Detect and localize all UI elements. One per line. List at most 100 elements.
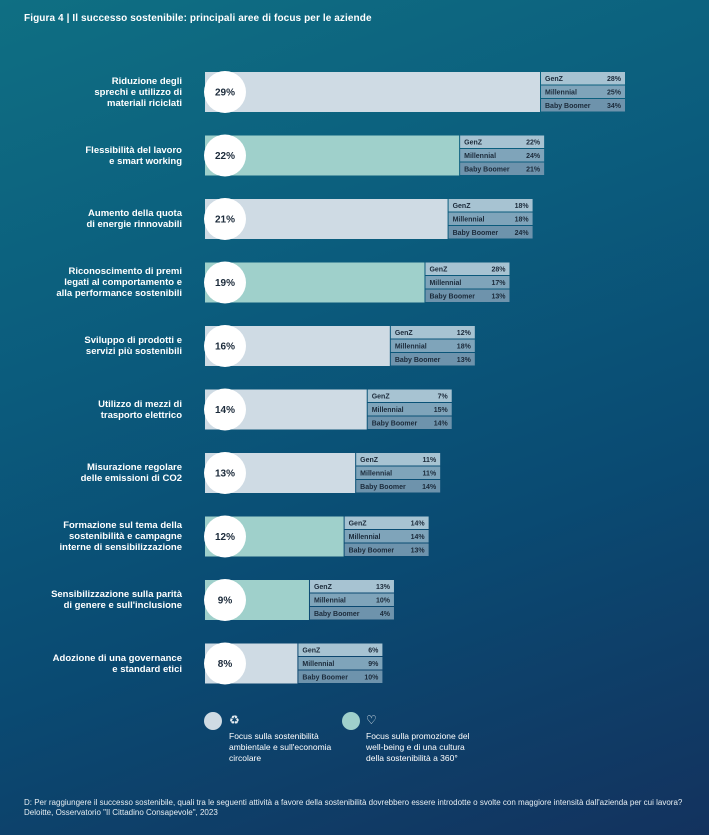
breakdown-row xyxy=(460,149,545,162)
breakdown-group-label: GenZ xyxy=(302,648,321,655)
breakdown-value-label: 13% xyxy=(376,584,391,591)
breakdown-group-label: GenZ xyxy=(360,457,379,464)
breakdown-row xyxy=(460,162,545,175)
breakdown-group-label: GenZ xyxy=(453,203,472,210)
breakdown-value-label: 10% xyxy=(376,598,391,605)
breakdown-value-label: 21% xyxy=(526,167,541,174)
legend-swatch-wellbeing xyxy=(342,712,360,730)
breakdown-row xyxy=(309,593,394,606)
breakdown-value-label: 18% xyxy=(515,217,530,224)
value-label: 22% xyxy=(215,151,235,162)
breakdown-group-label: Millennial xyxy=(302,661,334,668)
breakdown-value-label: 14% xyxy=(434,421,449,428)
breakdown-group-label: Baby Boomer xyxy=(314,611,360,618)
breakdown-value-label: 25% xyxy=(607,90,622,97)
breakdown-row xyxy=(448,199,533,212)
value-label: 9% xyxy=(218,596,233,607)
breakdown-row xyxy=(390,326,475,339)
breakdown-group-label: Baby Boomer xyxy=(453,230,499,237)
breakdown-value-label: 10% xyxy=(364,675,379,682)
value-circle xyxy=(204,71,246,113)
figure-title: Figura 4 | Il successo sostenibile: prin… xyxy=(24,13,372,24)
breakdown-row xyxy=(309,607,394,620)
legend-label-wellbeing: Focus sulla promozione del well-being e … xyxy=(366,731,470,763)
value-circle xyxy=(204,452,246,494)
category-label: Aumento della quota di energie rinnovabi… xyxy=(86,208,182,230)
breakdown-row xyxy=(298,670,383,683)
bar xyxy=(205,135,460,176)
value-label: 29% xyxy=(215,88,235,99)
breakdown-group-label: Baby Boomer xyxy=(302,675,348,682)
breakdown-value-label: 15% xyxy=(434,407,449,414)
value-label: 21% xyxy=(215,215,235,226)
breakdown-value-label: 22% xyxy=(526,140,541,147)
breakdown-row xyxy=(425,276,510,289)
breakdown-value-label: 28% xyxy=(607,76,622,83)
value-circle xyxy=(204,515,246,558)
breakdown-value-label: 17% xyxy=(491,280,506,287)
breakdown-value-label: 24% xyxy=(515,230,530,237)
leaf-hands-icon: ♻ xyxy=(229,713,240,727)
category-label: Riconoscimento di premi legati al compor… xyxy=(56,266,182,299)
breakdown-row xyxy=(367,389,452,402)
legend-label-environmental: Focus sulla sostenibilità ambientale e s… xyxy=(229,731,332,763)
breakdown-value-label: 4% xyxy=(380,611,391,618)
breakdown-value-label: 14% xyxy=(411,521,426,528)
category-label: Sensibilizzazione sulla parità di genere… xyxy=(51,589,182,611)
category-label: Misurazione regolare delle emissioni di … xyxy=(80,462,182,484)
breakdown-row xyxy=(298,643,383,656)
breakdown-group-label: Millennial xyxy=(429,280,461,287)
breakdown-value-label: 11% xyxy=(423,471,437,478)
breakdown-row xyxy=(425,262,510,275)
bar xyxy=(205,72,540,112)
breakdown-group-label: Baby Boomer xyxy=(395,357,441,364)
breakdown-group-label: Millennial xyxy=(314,598,346,605)
footnote-question: D: Per raggiungere il successo sostenibi… xyxy=(24,798,683,807)
value-label: 13% xyxy=(215,469,235,480)
breakdown-group-label: Millennial xyxy=(360,471,392,478)
category-label: Adozione di una governance e standard et… xyxy=(52,652,182,675)
breakdown-group-label: Millennial xyxy=(545,90,577,97)
breakdown-row xyxy=(356,480,441,493)
breakdown-value-label: 13% xyxy=(491,294,506,301)
value-label: 8% xyxy=(218,659,233,670)
breakdown-value-label: 14% xyxy=(422,484,437,491)
value-circle xyxy=(204,642,246,685)
breakdown-group-label: Millennial xyxy=(395,344,427,351)
breakdown-group-label: Baby Boomer xyxy=(372,421,418,428)
breakdown-row xyxy=(344,516,429,529)
value-circle xyxy=(204,261,246,304)
footnote: D: Per raggiungere il successo sostenibi… xyxy=(24,798,684,818)
breakdown-row xyxy=(344,543,429,556)
breakdown-group-label: GenZ xyxy=(395,330,414,337)
value-circle xyxy=(204,388,246,431)
breakdown-value-label: 18% xyxy=(515,203,530,210)
breakdown-row xyxy=(298,657,383,670)
value-label: 12% xyxy=(215,532,235,543)
breakdown-row xyxy=(448,212,533,225)
breakdown-value-label: 13% xyxy=(411,548,426,555)
breakdown-row xyxy=(367,416,452,429)
breakdown-group-label: Baby Boomer xyxy=(464,167,510,174)
breakdown-row xyxy=(390,353,475,366)
breakdown-row xyxy=(541,72,625,85)
breakdown-group-label: GenZ xyxy=(372,394,391,401)
category-label: Riduzione degli sprechi e utilizzo di ma… xyxy=(94,75,182,109)
breakdown-value-label: 28% xyxy=(491,267,506,274)
breakdown-group-label: GenZ xyxy=(314,584,333,591)
breakdown-row xyxy=(309,580,394,593)
breakdown-value-label: 6% xyxy=(368,648,379,655)
breakdown-row xyxy=(356,453,441,466)
breakdown-value-label: 14% xyxy=(411,534,426,541)
breakdown-row xyxy=(460,135,545,148)
breakdown-value-label: 34% xyxy=(607,103,622,110)
breakdown-group-label: GenZ xyxy=(545,76,564,83)
breakdown-value-label: 18% xyxy=(457,344,472,351)
breakdown-group-label: GenZ xyxy=(464,140,483,147)
breakdown-value-label: 9% xyxy=(368,661,379,668)
breakdown-value-label: 13% xyxy=(457,357,472,364)
breakdown-group-label: Baby Boomer xyxy=(545,103,591,110)
value-label: 14% xyxy=(215,405,235,416)
